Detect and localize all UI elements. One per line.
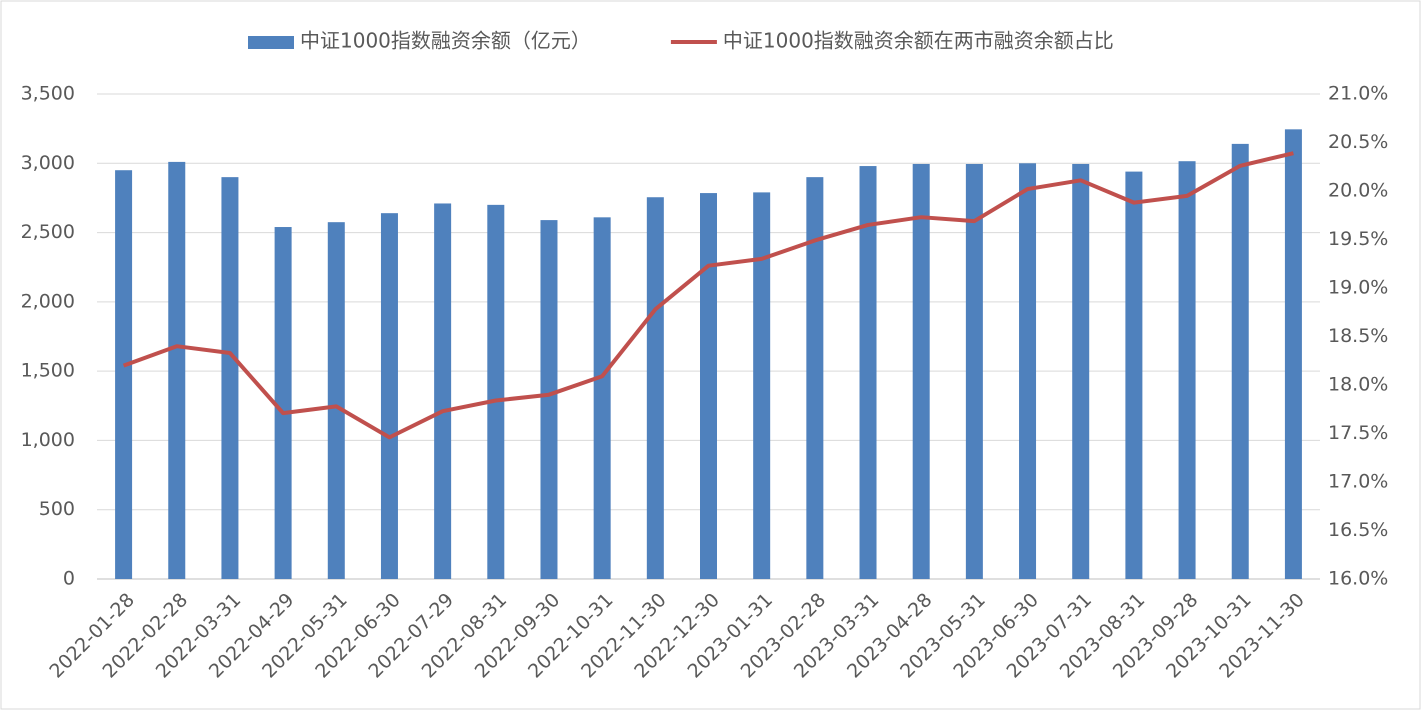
y2-tick-label: 16.5% <box>1328 519 1388 541</box>
bar <box>1231 143 1249 579</box>
y-tick-label: 500 <box>39 498 75 520</box>
y-tick-label: 3,000 <box>21 152 75 174</box>
y2-tick-label: 20.0% <box>1328 180 1388 202</box>
y2-tick-label: 19.0% <box>1328 277 1388 299</box>
y2-tick-label: 18.5% <box>1328 325 1388 347</box>
line <box>122 151 1294 440</box>
bar <box>1072 163 1090 579</box>
bar <box>859 166 877 580</box>
legend-label: 中证1000指数融资余额在两市融资余额占比 <box>723 29 1114 53</box>
bar <box>540 220 558 579</box>
bar <box>380 213 398 579</box>
bar <box>646 197 664 579</box>
y2-tick-label: 18.0% <box>1328 374 1388 396</box>
y-tick-label: 2,500 <box>21 221 75 243</box>
bar <box>274 227 292 579</box>
y2-tick-label: 20.5% <box>1328 131 1388 153</box>
bar <box>593 217 611 580</box>
y-tick-label: 3,500 <box>21 83 75 105</box>
bar <box>1019 163 1037 580</box>
bar <box>753 192 771 579</box>
bar <box>168 161 186 579</box>
legend-label: 中证1000指数融资余额（亿元） <box>300 29 591 53</box>
bar <box>327 222 345 579</box>
y-tick-label: 1,500 <box>21 360 75 382</box>
bar <box>1178 161 1196 579</box>
bar <box>965 163 983 579</box>
y2-tick-label: 17.5% <box>1328 422 1388 444</box>
bar <box>487 204 505 579</box>
bar <box>912 163 930 579</box>
bar <box>115 170 133 579</box>
legend-swatch <box>248 36 294 49</box>
y2-tick-label: 17.0% <box>1328 471 1388 493</box>
y2-tick-label: 16.0% <box>1328 568 1388 590</box>
y2-tick-label: 19.5% <box>1328 228 1388 250</box>
bar <box>221 177 239 579</box>
y-tick-label: 1,000 <box>21 429 75 451</box>
bar <box>806 177 824 579</box>
y-tick-label: 2,000 <box>21 290 75 312</box>
y-tick-label: 0 <box>63 568 75 590</box>
y2-tick-label: 21.0% <box>1328 83 1388 105</box>
bar <box>1125 171 1143 579</box>
legend: 中证1000指数融资余额（亿元） 中证1000指数融资余额在两市融资余额占比 <box>248 29 1114 53</box>
bar <box>1284 129 1302 580</box>
bar <box>700 193 717 580</box>
bar <box>434 203 452 579</box>
